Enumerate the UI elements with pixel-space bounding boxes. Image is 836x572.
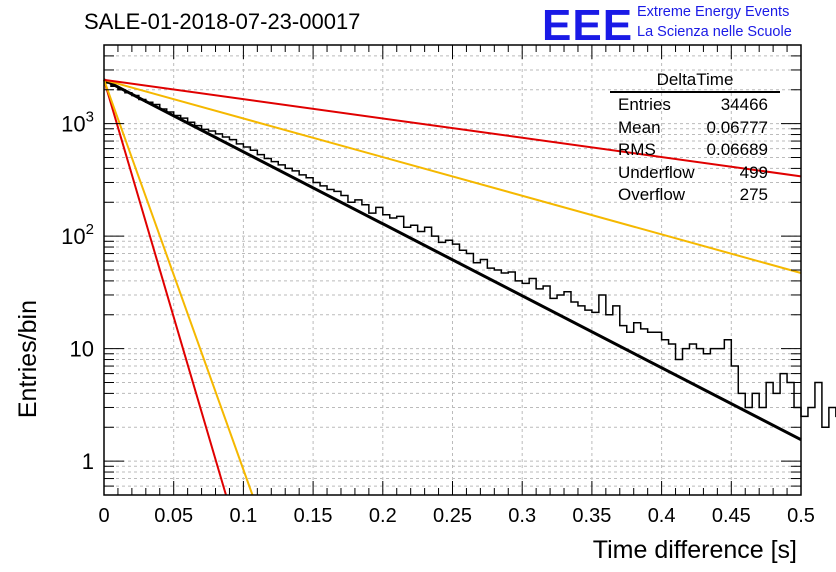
stats-row-rms: RMS 0.06689 xyxy=(610,139,780,162)
stats-value: 0.06689 xyxy=(706,140,768,159)
fit-lines xyxy=(103,78,802,496)
x-tick-label: 0 xyxy=(98,505,109,527)
run-title: SALE-01-2018-07-23-00017 xyxy=(84,9,361,34)
x-tick-label: 0.25 xyxy=(433,505,472,527)
stats-value: 275 xyxy=(739,185,768,204)
x-tick-label: 0.5 xyxy=(787,505,815,527)
logo-line-2: La Scienza nelle Scuole xyxy=(637,24,792,40)
y-tick-label: 103 xyxy=(61,109,94,137)
y-tick-label: 1 xyxy=(82,449,94,474)
series-fit xyxy=(103,78,802,442)
stats-value: 34466 xyxy=(720,95,768,114)
stats-label: Underflow xyxy=(618,162,695,182)
stats-row-underflow: Underflow 499 xyxy=(610,162,780,185)
series-orange-steep xyxy=(103,79,254,496)
stats-label: Overflow xyxy=(618,185,686,204)
x-tick-label: 0.3 xyxy=(508,505,536,527)
stats-box: DeltaTime Entries 34466 Mean 0.06777 RMS… xyxy=(610,70,780,207)
series-red-steep xyxy=(103,79,227,496)
stats-label: Mean xyxy=(618,117,661,137)
x-tick-label: 0.05 xyxy=(154,505,193,527)
stats-row-mean: Mean 0.06777 xyxy=(610,117,780,140)
stats-row-overflow: Overflow 275 xyxy=(610,184,780,207)
stats-label: RMS xyxy=(618,140,656,159)
logo-line-1: Extreme Energy Events xyxy=(637,4,790,20)
x-tick-label: 0.4 xyxy=(648,505,676,527)
stats-value: 0.06777 xyxy=(706,117,768,137)
x-tick-label: 0.15 xyxy=(294,505,333,527)
x-tick-label: 0.2 xyxy=(369,505,397,527)
y-tick-label: 102 xyxy=(61,221,94,249)
series-orange-shallow xyxy=(103,78,802,274)
x-axis-label: Time difference [s] xyxy=(593,536,797,564)
axis-ticks xyxy=(103,44,802,496)
x-tick-label: 0.45 xyxy=(712,505,751,527)
stats-label: Entries xyxy=(618,95,671,114)
stats-value: 499 xyxy=(739,162,768,182)
y-axis-label: Entries/bin xyxy=(14,300,42,418)
stats-title: DeltaTime xyxy=(610,70,780,93)
y-tick-label: 10 xyxy=(70,337,94,362)
eee-logo: EEE xyxy=(542,1,634,50)
series-red-shallow xyxy=(103,78,802,178)
x-tick-label: 0.1 xyxy=(229,505,257,527)
y-tick-labels: 1 10 102 103 xyxy=(61,109,94,475)
stats-row-entries: Entries 34466 xyxy=(610,94,780,117)
x-tick-labels: 0 0.05 0.1 0.15 0.2 0.25 0.3 0.35 0.4 0.45 0.5 xyxy=(98,505,814,527)
x-tick-label: 0.35 xyxy=(572,505,611,527)
